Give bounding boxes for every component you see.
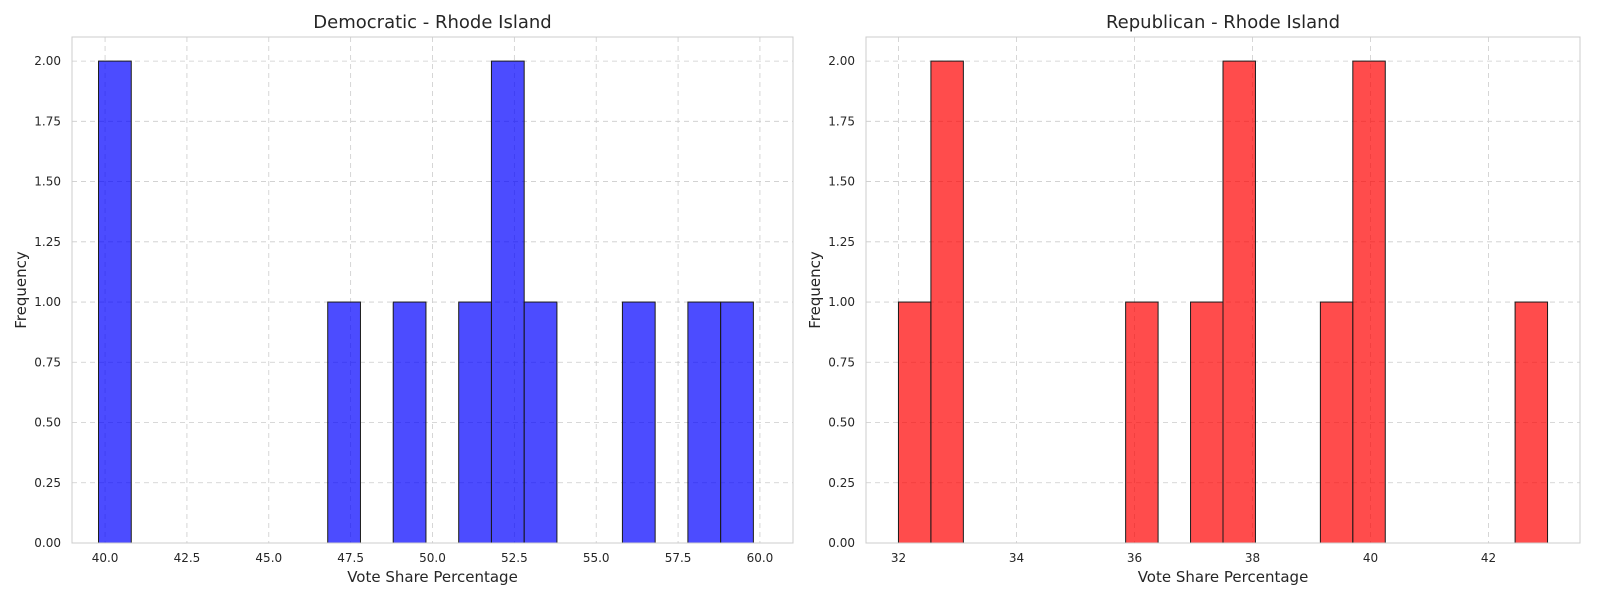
democratic-x-tick-label: 55.0: [583, 551, 610, 565]
democratic-histogram-bar: [327, 301, 361, 544]
democratic-y-tick-label: 0.25: [34, 476, 61, 490]
democratic-histogram-bar: [720, 301, 754, 544]
democratic-histogram-bar: [490, 60, 525, 544]
democratic-histogram-bar: [392, 301, 427, 544]
republican-y-tick-label: 0.00: [828, 536, 855, 550]
democratic-histogram-bar: [687, 301, 722, 544]
democratic-x-tick-label: 42.5: [174, 551, 201, 565]
democratic-x-tick-label: 40.0: [92, 551, 119, 565]
democratic-y-axis-label: Frequency: [12, 251, 30, 329]
democratic-x-tick-label: 50.0: [419, 551, 446, 565]
republican-histogram-bar: [1222, 60, 1256, 544]
democratic-histogram-bar: [458, 301, 492, 544]
republican-x-tick-label: 34: [1009, 551, 1024, 565]
republican-chart-title: Republican - Rhode Island: [1106, 12, 1340, 33]
democratic-x-tick-label: 52.5: [501, 551, 528, 565]
republican-y-tick-label: 0.50: [828, 416, 855, 430]
democratic-x-axis-label: Vote Share Percentage: [347, 568, 518, 586]
republican-x-axis-label: Vote Share Percentage: [1138, 568, 1309, 586]
democratic-y-tick-label: 0.75: [34, 355, 61, 369]
democratic-x-tick-label: 57.5: [665, 551, 692, 565]
republican-y-axis-label: Frequency: [806, 251, 824, 329]
republican-x-tick-label: 42: [1481, 551, 1496, 565]
democratic-x-tick-label: 47.5: [337, 551, 364, 565]
republican-histogram-bar: [1125, 301, 1159, 544]
republican-x-tick-label: 40: [1363, 551, 1378, 565]
republican-x-tick-label: 38: [1245, 551, 1260, 565]
democratic-histogram-panel: 40.0 42.5 45.0 47.5 50.0 52.5 55.0 57.5 60.0 0.00…: [12, 12, 794, 586]
republican-y-tick-label: 0.25: [828, 476, 855, 490]
democratic-y-tick-label: 0.50: [34, 416, 61, 430]
republican-histogram-bar: [897, 301, 932, 544]
democratic-y-tick-label: 0.00: [34, 536, 61, 550]
democratic-y-tick-label: 1.00: [34, 295, 61, 309]
republican-y-tick-label: 0.75: [828, 355, 855, 369]
republican-y-tick-label: 1.75: [828, 114, 855, 128]
democratic-y-tick-label: 2.00: [34, 54, 61, 68]
republican-y-tick-label: 1.25: [828, 235, 855, 249]
republican-histogram-bar: [930, 60, 964, 544]
democratic-y-tick-label: 1.75: [34, 114, 61, 128]
republican-y-tick-label: 1.50: [828, 175, 855, 189]
republican-histogram-bar: [1352, 60, 1386, 544]
democratic-histogram-bar: [98, 60, 132, 544]
democratic-histogram-bar: [523, 301, 558, 544]
republican-y-tick-label: 2.00: [828, 54, 855, 68]
republican-y-tick-label: 1.00: [828, 295, 855, 309]
democratic-x-tick-label: 60.0: [747, 551, 774, 565]
democratic-chart-title: Democratic - Rhode Island: [313, 12, 551, 33]
republican-x-tick-label: 36: [1127, 551, 1142, 565]
democratic-x-tick-label: 45.0: [255, 551, 282, 565]
republican-x-tick-label: 32: [891, 551, 906, 565]
democratic-plot-frame: [71, 36, 794, 544]
republican-histogram-bar: [1319, 301, 1354, 544]
republican-histogram-panel: 32 34 36 38 40 42 0.00 0.25 0.50 0.75 1.00 1.25 1.50…: [806, 12, 1581, 586]
democratic-y-tick-label: 1.25: [34, 235, 61, 249]
republican-histogram-bar: [1514, 301, 1549, 544]
republican-plot-frame: [865, 36, 1581, 544]
republican-histogram-bar: [1190, 301, 1224, 544]
democratic-histogram-bar: [621, 301, 656, 544]
democratic-y-tick-label: 1.50: [34, 175, 61, 189]
